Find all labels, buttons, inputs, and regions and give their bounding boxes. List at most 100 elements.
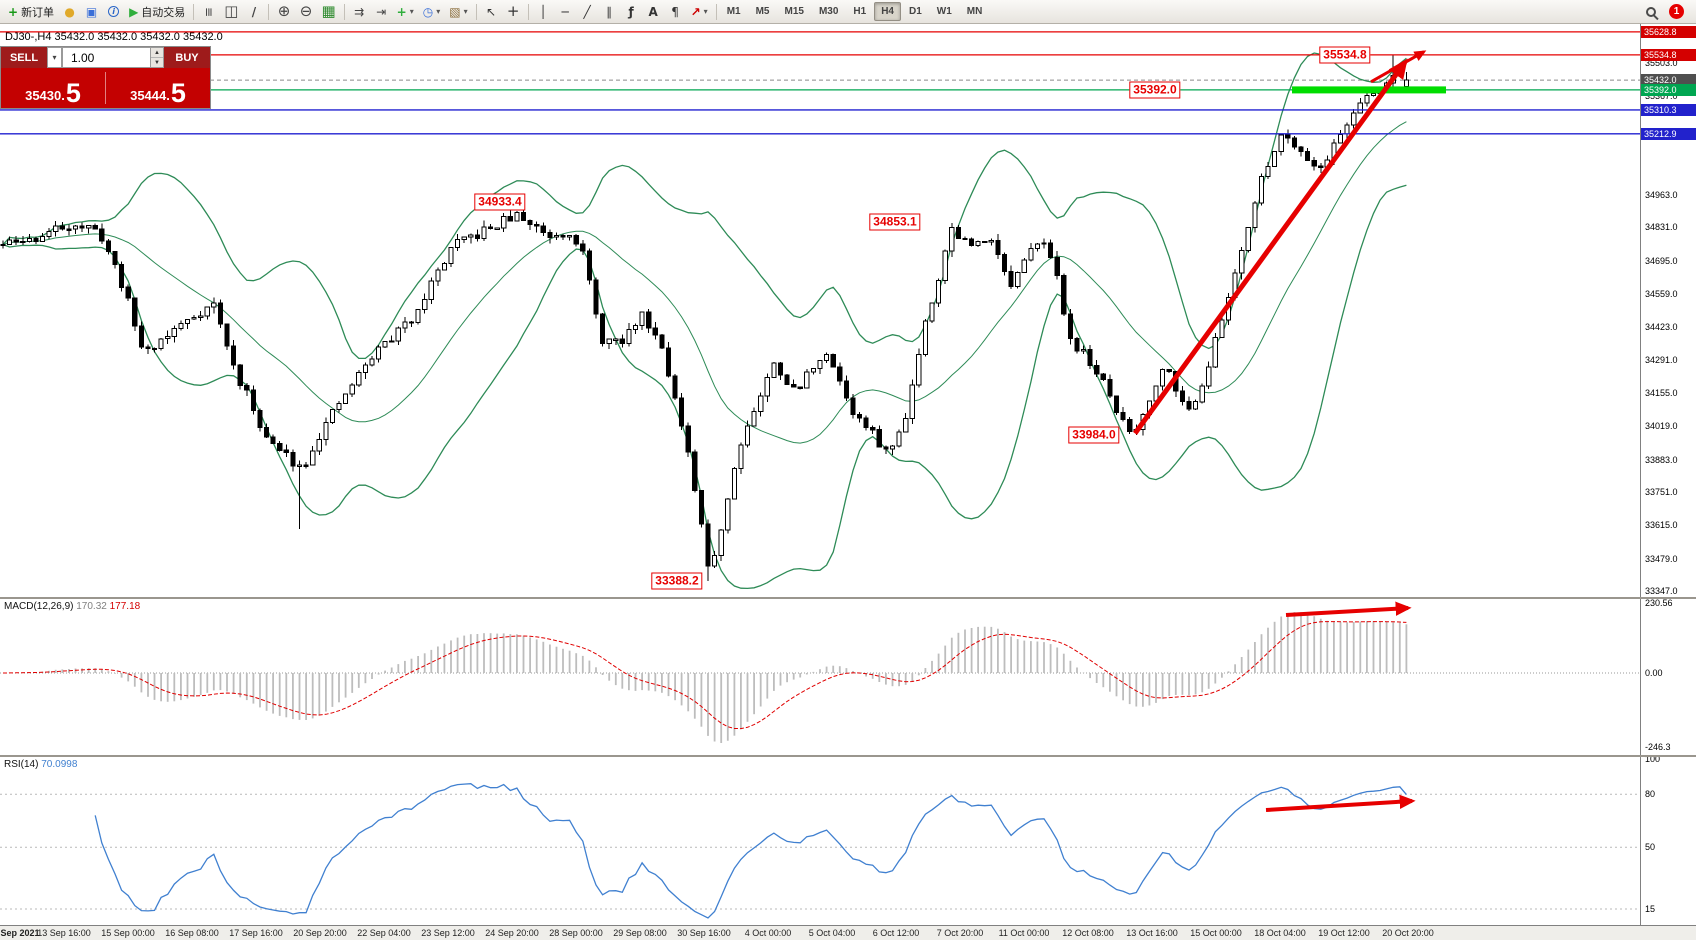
- indicators-button[interactable]: + ▾: [393, 2, 418, 22]
- arrows-button[interactable]: ↗ ▾: [687, 2, 712, 22]
- text-button[interactable]: A: [643, 2, 664, 22]
- zoom-out-button[interactable]: ⊖: [295, 2, 316, 22]
- price-label-red: 35534.8: [1641, 48, 1696, 61]
- support-zone-highlight[interactable]: [1292, 86, 1446, 94]
- volume-increase-button[interactable]: ▲: [150, 48, 163, 58]
- chevron-down-icon: ▾: [703, 7, 708, 16]
- time-label: 20 Sep 20:00: [293, 928, 347, 938]
- crosshair-button[interactable]: +: [503, 2, 524, 22]
- price-tick: 35367.0: [1645, 91, 1678, 101]
- chart-shift-button[interactable]: ⇥: [371, 2, 392, 22]
- price-label-green: 35392.0: [1641, 83, 1696, 96]
- price-tick: 34963.0: [1645, 190, 1678, 200]
- timeframe-m30-button[interactable]: M30: [818, 6, 839, 17]
- bar-chart-button[interactable]: ≡: [198, 2, 219, 22]
- price-label-current: 35432.0: [1641, 74, 1696, 87]
- time-label: 6 Oct 12:00: [872, 928, 920, 938]
- volume-input[interactable]: [63, 48, 150, 67]
- timeframe-w1-button[interactable]: W1: [936, 6, 952, 17]
- volume-decrease-button[interactable]: ▼: [150, 58, 163, 67]
- search-button[interactable]: [1640, 2, 1661, 22]
- rsi-name: RSI(14): [4, 759, 39, 770]
- chevron-down-icon: ▾: [52, 53, 57, 62]
- auto-scroll-button[interactable]: ⇉: [349, 2, 370, 22]
- timeframe-m15-button[interactable]: M15: [784, 6, 804, 17]
- candlestick-chart-button[interactable]: ◫: [220, 2, 242, 22]
- cursor-button[interactable]: ↖: [481, 2, 502, 22]
- zoom-in-icon: ⊕: [277, 2, 291, 20]
- fibo-icon: ƒ: [628, 4, 634, 19]
- vertical-line-button[interactable]: │: [533, 2, 554, 22]
- price-callout[interactable]: 34853.1: [869, 213, 921, 231]
- rsi-canvas[interactable]: [0, 757, 1640, 925]
- breakout-arrow[interactable]: [1370, 50, 1427, 84]
- time-label: 11 Oct 00:00: [998, 928, 1050, 938]
- macd-label: MACD(12,26,9) 170.32 177.18: [4, 601, 140, 612]
- channel-icon: ∥: [606, 4, 613, 19]
- buy-button[interactable]: BUY: [164, 47, 210, 68]
- macd-scale-label: 230.56: [1645, 598, 1673, 608]
- deposit-button[interactable]: ●: [59, 2, 80, 22]
- trend-arrow[interactable]: [1132, 58, 1408, 435]
- tile-windows-button[interactable]: ▦: [317, 2, 339, 22]
- main-chart-panel: 35534.8 35392.0 34933.4 34853.1 33984.0 33388…: [0, 24, 1640, 597]
- rsi-panel-resize-handle[interactable]: [0, 755, 1696, 757]
- terminal-button[interactable]: ▣: [81, 2, 102, 22]
- linechart-icon: /: [251, 4, 257, 19]
- timeframe-m1-button[interactable]: M1: [726, 6, 741, 17]
- macd-canvas[interactable]: [0, 599, 1640, 755]
- volume-spinner: ▲ ▼: [149, 48, 163, 67]
- chevron-down-icon: ▾: [463, 7, 468, 16]
- rsi-indicator-panel: RSI(14) 70.0998: [0, 757, 1640, 925]
- auto-trading-button[interactable]: ▶ 自动交易: [125, 2, 189, 22]
- rsi-scale-label: 100: [1645, 754, 1661, 764]
- price-callout[interactable]: 33984.0: [1068, 426, 1120, 444]
- price-divider: [105, 72, 106, 104]
- price-label-blue: 35310.3: [1641, 103, 1696, 116]
- coin-icon: ●: [64, 4, 75, 19]
- periods-button[interactable]: ◷ ▾: [419, 2, 445, 22]
- time-label: 20 Oct 20:00: [1382, 928, 1434, 938]
- time-label: 15 Oct 00:00: [1190, 928, 1242, 938]
- help-button[interactable]: i: [103, 2, 124, 22]
- new-order-button[interactable]: + 新订单: [4, 2, 58, 22]
- timeframe-m5-button[interactable]: M5: [755, 6, 770, 17]
- line-chart-button[interactable]: /: [243, 2, 264, 22]
- time-label: 22 Sep 04:00: [357, 928, 411, 938]
- bid-price[interactable]: 35430. 5: [1, 68, 105, 108]
- macd-trend-arrow[interactable]: [1285, 601, 1412, 617]
- timeframe-h4-button[interactable]: H4: [874, 2, 901, 21]
- time-label: 29 Sep 08:00: [613, 928, 667, 938]
- price-callout[interactable]: 35534.8: [1319, 46, 1371, 64]
- info-icon: i: [108, 6, 120, 17]
- price-chart-canvas[interactable]: [0, 24, 1640, 597]
- price-callout[interactable]: 33388.2: [651, 572, 703, 590]
- timeframe-mn-button[interactable]: MN: [966, 6, 983, 17]
- macd-signal-line: [2, 621, 1407, 730]
- equidistant-channel-button[interactable]: ∥: [599, 2, 620, 22]
- templates-button[interactable]: ▧ ▾: [445, 2, 471, 22]
- fibonacci-button[interactable]: ƒ: [621, 2, 642, 22]
- ask-price[interactable]: 35444. 5: [106, 68, 210, 108]
- zoom-in-button[interactable]: ⊕: [273, 2, 294, 22]
- notification-badge[interactable]: 1: [1669, 4, 1684, 19]
- time-label: 19 Oct 12:00: [1318, 928, 1370, 938]
- horizontal-line-button[interactable]: ─: [555, 2, 576, 22]
- price-callout[interactable]: 34933.4: [474, 193, 526, 211]
- bollinger-upper-band: [2, 52, 1407, 360]
- toolbar-separator: [715, 3, 717, 20]
- price-callout[interactable]: 35392.0: [1129, 81, 1181, 99]
- macd-panel-resize-handle[interactable]: [0, 597, 1696, 599]
- timeframe-d1-button[interactable]: D1: [909, 6, 922, 17]
- timeframe-h1-button[interactable]: H1: [853, 6, 867, 17]
- time-label: 12 Oct 08:00: [1062, 928, 1114, 938]
- rsi-line: [94, 783, 1407, 919]
- order-type-dropdown[interactable]: ▾: [47, 47, 62, 68]
- bid-main-digits: 35430.: [25, 88, 65, 103]
- rsi-value: 70.0998: [41, 759, 78, 770]
- trendline-button[interactable]: ╱: [577, 2, 598, 22]
- label-button[interactable]: ¶: [665, 2, 686, 22]
- rsi-trend-arrow[interactable]: [1265, 794, 1416, 812]
- macd-histogram: [8, 612, 1408, 743]
- sell-button[interactable]: SELL: [1, 47, 47, 68]
